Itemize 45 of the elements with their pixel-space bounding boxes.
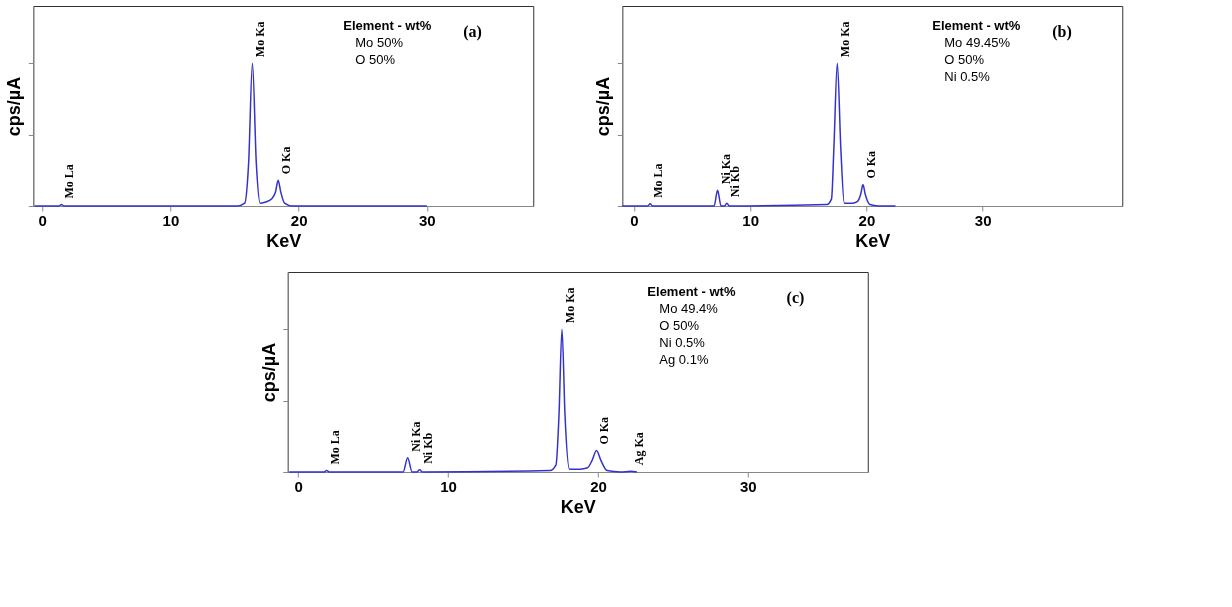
text: Mo 50% bbox=[355, 35, 404, 50]
chart-title: (a) bbox=[463, 23, 482, 41]
annotation: Ni Kb bbox=[420, 432, 435, 464]
x-tick-label: 20 bbox=[590, 477, 607, 495]
y-axis-title: cps/µA bbox=[593, 76, 614, 137]
annotation: Mo Ka bbox=[838, 21, 853, 58]
x-tick-label: 30 bbox=[740, 477, 757, 495]
text: Element - wt% bbox=[932, 18, 1021, 33]
x-axis-title: KeV bbox=[266, 230, 302, 251]
annotation: Ni 0.5% bbox=[659, 335, 706, 350]
x-tick-label: 0 bbox=[630, 211, 639, 229]
x-tick-label: 10 bbox=[440, 477, 457, 495]
annotation: O 50% bbox=[944, 52, 985, 67]
annotation: O 50% bbox=[659, 318, 700, 333]
annotation: O Ka bbox=[597, 416, 612, 445]
text: Element - wt% bbox=[647, 284, 736, 299]
annotation: Mo La bbox=[327, 430, 342, 465]
annotation: Ag 0.1% bbox=[659, 352, 709, 367]
x-tick-label: 20 bbox=[858, 211, 876, 229]
x-tick-label: 10 bbox=[742, 211, 759, 229]
text: Element - wt% bbox=[343, 18, 432, 33]
annotation: Ni 0.5% bbox=[944, 69, 991, 84]
annotation: Mo Ka bbox=[253, 21, 268, 58]
annotation: Mo Ka bbox=[563, 287, 578, 324]
y-axis-title: cps/µA bbox=[258, 342, 279, 403]
annotation: Ni Ka bbox=[408, 421, 423, 452]
annotation: O 50% bbox=[355, 52, 396, 67]
chart-title: (c) bbox=[786, 289, 805, 307]
annotation: Ag Ka bbox=[631, 432, 646, 466]
x-tick-label: 0 bbox=[38, 211, 47, 229]
annotation: Mo La bbox=[62, 164, 77, 199]
text: Mo 49.45% bbox=[944, 35, 1011, 50]
x-tick-label: 30 bbox=[419, 211, 436, 229]
annotation: O Ka bbox=[863, 150, 878, 179]
chart-title: (b) bbox=[1052, 23, 1072, 41]
x-axis-title: KeV bbox=[560, 496, 596, 517]
annotation: O Ka bbox=[279, 146, 294, 175]
x-tick-label: 30 bbox=[974, 211, 992, 229]
x-tick-label: 10 bbox=[162, 211, 180, 229]
x-tick-label: 20 bbox=[290, 211, 308, 229]
annotation: Mo La bbox=[651, 163, 666, 198]
text: Mo 49.4% bbox=[659, 301, 719, 316]
y-axis-title: cps/µA bbox=[4, 76, 25, 137]
x-axis-title: KeV bbox=[855, 230, 891, 251]
x-tick-label: 0 bbox=[294, 477, 303, 495]
